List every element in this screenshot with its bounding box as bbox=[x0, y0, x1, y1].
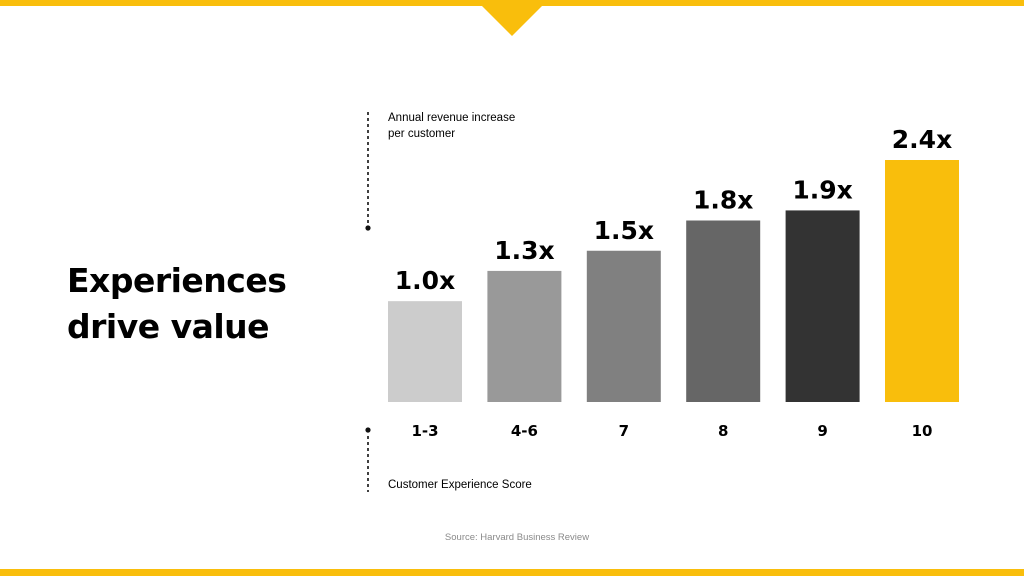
headline: Experiences drive value bbox=[67, 258, 287, 350]
source-note: Source: Harvard Business Review bbox=[444, 532, 590, 543]
tick-label-1-3: 1-3 bbox=[411, 422, 438, 440]
data-label-8: 1.8x bbox=[693, 186, 753, 215]
tick-label-10: 10 bbox=[912, 422, 933, 440]
y-axis-label-line-1: Annual revenue increase bbox=[388, 112, 516, 124]
bar-4-6 bbox=[487, 270, 562, 402]
data-label-10: 2.4x bbox=[892, 125, 952, 154]
bar-7 bbox=[586, 250, 661, 402]
tick-label-7: 7 bbox=[619, 422, 629, 440]
headline-line-2: drive value bbox=[67, 307, 270, 346]
headline-line-1: Experiences bbox=[67, 261, 287, 300]
bar-9 bbox=[785, 210, 860, 402]
x-axis-indicator bbox=[365, 427, 371, 492]
bar-8 bbox=[686, 220, 761, 402]
x-axis-label: Customer Experience Score bbox=[388, 479, 532, 491]
bottom-accent-bar bbox=[0, 569, 1024, 576]
tick-label-8: 8 bbox=[718, 422, 728, 440]
data-label-9: 1.9x bbox=[792, 175, 852, 204]
y-axis-label: Annual revenue increase per customer bbox=[388, 110, 568, 142]
y-axis-indicator bbox=[365, 112, 371, 231]
bar-1-3 bbox=[388, 301, 462, 402]
top-notch-marker bbox=[482, 6, 542, 36]
tick-label-9: 9 bbox=[817, 422, 827, 440]
data-label-7: 1.5x bbox=[594, 216, 654, 245]
bar-10 bbox=[885, 160, 959, 402]
top-accent-bar bbox=[0, 0, 1024, 6]
data-label-1-3: 1.0x bbox=[395, 266, 455, 295]
bar-group: 1.0x 1-3 1.3x 4-6 1.5x 7 1.8x 8 1.9x 9 2.4x 10 bbox=[388, 125, 959, 440]
tick-label-4-6: 4-6 bbox=[511, 422, 538, 440]
y-axis-label-line-2: per customer bbox=[388, 128, 456, 140]
data-label-4-6: 1.3x bbox=[494, 236, 554, 265]
